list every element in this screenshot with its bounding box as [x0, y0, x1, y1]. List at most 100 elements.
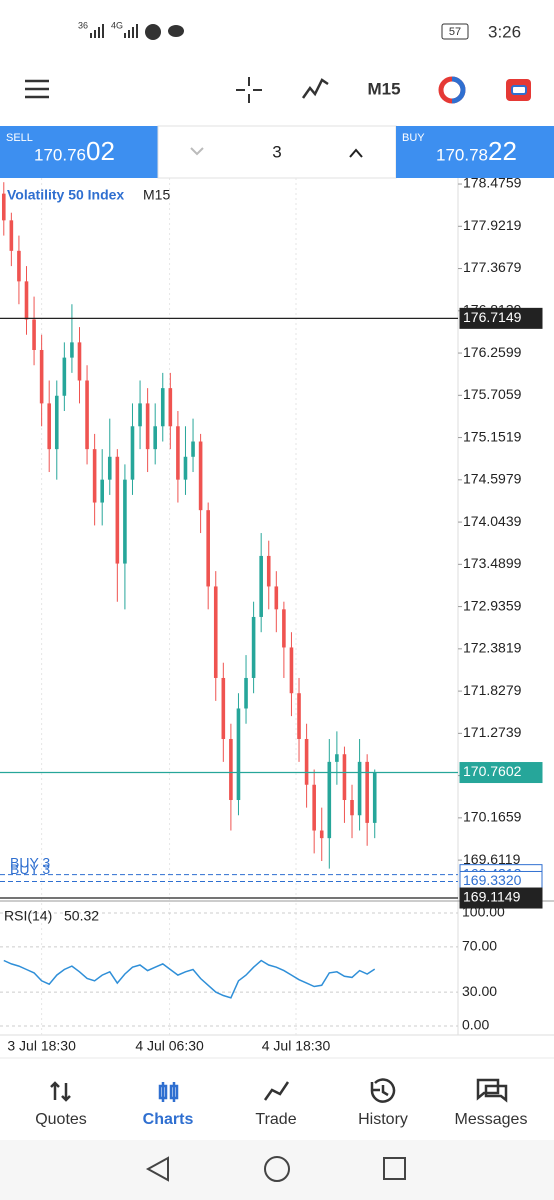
- app-icon: [145, 24, 161, 40]
- nav-label[interactable]: Charts: [143, 1111, 194, 1128]
- symbol: Volatility 50 Index: [7, 187, 124, 203]
- candle-body: [327, 761, 332, 839]
- candle-body: [176, 426, 180, 480]
- candle-body: [206, 510, 210, 587]
- candle-body: [312, 784, 316, 831]
- objects-button-part: [451, 76, 466, 104]
- candle-body: [145, 403, 150, 450]
- rsi-title: RSI(14): [4, 908, 52, 924]
- candle-body: [259, 555, 263, 617]
- y-tick-label: 173.4899: [463, 555, 522, 571]
- candle-body: [70, 342, 74, 358]
- candle-body: [304, 738, 309, 785]
- candle-body: [372, 772, 377, 823]
- buy-button[interactable]: [396, 126, 554, 178]
- candle-body: [229, 738, 233, 801]
- candle-body: [1, 193, 6, 221]
- y-tick-label: 177.3679: [463, 259, 522, 275]
- back-button[interactable]: [145, 1156, 169, 1182]
- sell-button[interactable]: [0, 126, 158, 178]
- nav-icon: [476, 1078, 508, 1103]
- candle-body: [183, 456, 188, 480]
- buy-label: BUY: [402, 132, 425, 144]
- timeframe-button[interactable]: M15: [367, 79, 400, 98]
- candle-body: [47, 403, 52, 450]
- order-label: BUY 3: [10, 854, 50, 870]
- rsi-line: [3, 959, 376, 999]
- volume-up[interactable]: [349, 148, 363, 158]
- y-tick-label: 170.1659: [463, 809, 522, 825]
- signal-icon: [90, 24, 104, 38]
- y-tick-label: 176.2599: [463, 344, 522, 360]
- chart: 3 Jul 18:30 4 Jul 06:30 4 Jul 18:30 178.475…: [0, 175, 554, 1054]
- message-icon: [168, 25, 184, 37]
- candle-body: [138, 403, 142, 427]
- price-label-box: [459, 887, 543, 909]
- order-label: BUY 3: [10, 861, 50, 877]
- price-label: 169.3320: [463, 872, 522, 888]
- menu-button[interactable]: [25, 79, 49, 99]
- recents-button[interactable]: [383, 1157, 406, 1180]
- clock: 3:26: [488, 22, 521, 41]
- system-bar: [0, 1140, 554, 1200]
- candle-body: [123, 479, 127, 564]
- home-button[interactable]: [264, 1156, 290, 1182]
- battery-level: 57: [449, 26, 461, 38]
- signal-icon: [124, 24, 138, 38]
- crosshair-button[interactable]: [236, 77, 262, 103]
- bottom-nav: Quotes Charts Trade History Messages: [35, 1078, 528, 1128]
- y-tick-label: 175.7059: [463, 386, 522, 402]
- y-tick-label: 177.9219: [463, 217, 522, 233]
- nav-label[interactable]: History: [358, 1111, 408, 1128]
- nav-icon: [158, 1082, 179, 1102]
- candle-body: [62, 357, 67, 396]
- y-tick-label: 174.5979: [463, 471, 522, 487]
- price-label-box: [459, 307, 543, 329]
- y-tick-label: 169.6119: [463, 851, 521, 867]
- candle-body: [198, 441, 203, 511]
- price-label: 176.7149: [463, 309, 522, 325]
- nav-icon: [370, 1078, 396, 1103]
- candle-body: [251, 616, 256, 678]
- candle-body: [32, 319, 36, 350]
- sell-price: 170.76: [34, 145, 86, 164]
- price-label-box: [459, 762, 543, 784]
- battery-icon: [441, 23, 469, 40]
- candle-body: [92, 449, 97, 503]
- signal-label: 36: [78, 20, 88, 30]
- y-tick-label: 172.3819: [463, 640, 522, 656]
- x-tick-label: 4 Jul 06:30: [135, 1038, 204, 1054]
- trade-button-part: [511, 85, 527, 95]
- buy-pips: 22: [488, 136, 517, 166]
- buy-price: 170.78: [436, 145, 488, 164]
- candle-body: [357, 761, 362, 816]
- candle-body: [160, 388, 165, 427]
- candle-body: [191, 441, 195, 457]
- candle-body: [9, 220, 14, 251]
- nav-label[interactable]: Messages: [455, 1111, 528, 1128]
- rsi-tick-label: 0.00: [462, 1017, 489, 1033]
- nav-label[interactable]: Trade: [255, 1111, 296, 1128]
- candle-body: [274, 586, 279, 610]
- candle-body: [350, 800, 354, 816]
- rsi-tick-label: 100.00: [462, 904, 505, 920]
- candle-body: [168, 388, 173, 427]
- volume-down[interactable]: [190, 147, 204, 156]
- rsi-value: 50.32: [64, 908, 99, 924]
- volume[interactable]: 3: [272, 142, 281, 161]
- candle-body: [297, 693, 301, 739]
- candle-body: [236, 708, 241, 801]
- nav-icon: [263, 1081, 290, 1101]
- candle-body: [130, 426, 135, 480]
- x-tick-label: 3 Jul 18:30: [7, 1038, 76, 1054]
- y-tick-label: 175.1519: [463, 428, 522, 444]
- candle-body: [85, 380, 89, 450]
- indicator-button[interactable]: [301, 78, 329, 99]
- price-label: 169.1149: [463, 889, 521, 905]
- y-tick-label: 178.4759: [463, 175, 522, 191]
- rsi-tick-label: 30.00: [462, 983, 497, 999]
- candle-body: [100, 479, 104, 503]
- nav-label[interactable]: Quotes: [35, 1111, 87, 1128]
- candle-body: [342, 754, 347, 801]
